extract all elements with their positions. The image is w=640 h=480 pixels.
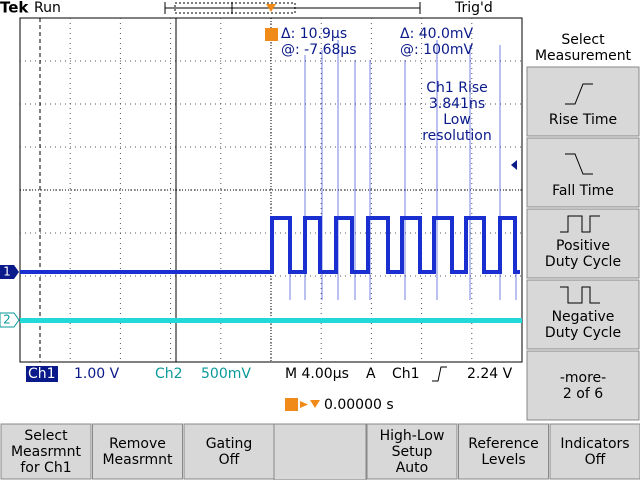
- button-icon: [560, 215, 600, 233]
- ch2-trace: [20, 318, 522, 323]
- side-menu-title-box: [526, 18, 640, 66]
- side-menu-label: Negative: [552, 309, 615, 325]
- trigger-level-marker: [511, 160, 517, 170]
- measurement-line: resolution: [422, 128, 492, 144]
- bottom-menu-label: Remove: [109, 436, 166, 452]
- ch1-trace: [20, 40, 520, 300]
- status-trigger-level: 2.24 V: [467, 366, 513, 382]
- ch1-marker: 1: [0, 265, 19, 279]
- side-menu-title: Select: [561, 32, 605, 48]
- cursor-volt-position: @: 100mV: [400, 42, 474, 58]
- status-ch1-scale: 1.00 V: [74, 366, 120, 382]
- side-menu-label: Rise Time: [549, 112, 617, 128]
- trigger-marker: [265, 4, 278, 41]
- ch1-badge: [26, 366, 58, 382]
- side-menu-label: Duty Cycle: [545, 254, 621, 270]
- trigger-position-icon: [285, 398, 320, 411]
- cursor-time-position: @: -7.68µs: [281, 42, 357, 58]
- measurement-line: 3.841ns: [429, 96, 485, 112]
- cursor-volt-delta: Δ: 40.0mV: [400, 26, 474, 42]
- bottom-menu-label: Indicators: [560, 436, 629, 452]
- ch1-label: 1: [3, 265, 11, 279]
- bottom-menu-label: Gating: [206, 436, 253, 452]
- measurement-line: Low: [443, 112, 471, 128]
- ch2-marker: 2: [0, 312, 20, 328]
- bottom-menu-button[interactable]: [458, 423, 549, 480]
- trigger-status: Trig'd: [454, 0, 493, 16]
- bottom-menu-button[interactable]: [549, 423, 640, 480]
- side-menu-button[interactable]: [526, 350, 640, 421]
- bottom-menu-label: Reference: [468, 436, 539, 452]
- button-icon: [565, 153, 593, 175]
- status-ch1: Ch1: [28, 366, 56, 382]
- bottom-menu-button[interactable]: [366, 423, 458, 480]
- cursor-time-delta: Δ: 10.9µs: [281, 26, 347, 42]
- run-state: Run: [34, 0, 61, 16]
- graticule: [19, 17, 523, 363]
- bottom-menu-label: Setup: [392, 444, 433, 460]
- status-ch2: Ch2: [155, 366, 183, 382]
- side-menu-label: Positive: [556, 238, 610, 254]
- side-menu-label: 2 of 6: [563, 386, 603, 402]
- bottom-menu-label: High-Low: [380, 428, 445, 444]
- record-bar: [164, 2, 421, 14]
- status-trigger-mode: A: [366, 366, 376, 382]
- side-menu-button[interactable]: [526, 137, 640, 208]
- side-menu-button[interactable]: [526, 279, 640, 350]
- bottom-menu-button[interactable]: [92, 423, 183, 480]
- ch2-label: 2: [3, 313, 11, 327]
- bottom-menu-label: Off: [585, 452, 606, 468]
- bottom-menu-label: Select: [24, 428, 68, 444]
- bottom-menu-button[interactable]: [0, 423, 92, 480]
- empty-button: [273, 423, 367, 480]
- status-ch2-scale: 500mV: [201, 366, 251, 382]
- side-menu-label: -more-: [560, 370, 606, 386]
- bottom-menu-label: Measrmnt: [102, 452, 173, 468]
- button-icon: [565, 83, 593, 105]
- status-trigger-source: Ch1: [392, 366, 420, 382]
- bottom-menu-label: for Ch1: [20, 460, 71, 476]
- bottom-menu-label: Off: [219, 452, 240, 468]
- bottom-menu-button[interactable]: [183, 423, 275, 480]
- side-menu-label: Duty Cycle: [545, 325, 621, 341]
- measurement-line: Ch1 Rise: [426, 80, 488, 96]
- button-icon: [560, 286, 600, 304]
- side-menu-label: Fall Time: [552, 183, 614, 199]
- status-timebase: M 4.00µs: [285, 366, 349, 382]
- bottom-menu-label: Auto: [396, 460, 429, 476]
- status-trigger-position: 0.00000 s: [324, 397, 394, 413]
- side-menu-title: Measurement: [535, 48, 632, 64]
- bottom-menu-label: Measrmnt: [11, 444, 82, 460]
- brand: Tek: [0, 0, 29, 17]
- side-menu-button[interactable]: [526, 208, 640, 279]
- trigger-slope-icon: [432, 366, 447, 382]
- side-menu-button[interactable]: [526, 66, 640, 137]
- bottom-menu-label: Levels: [481, 452, 525, 468]
